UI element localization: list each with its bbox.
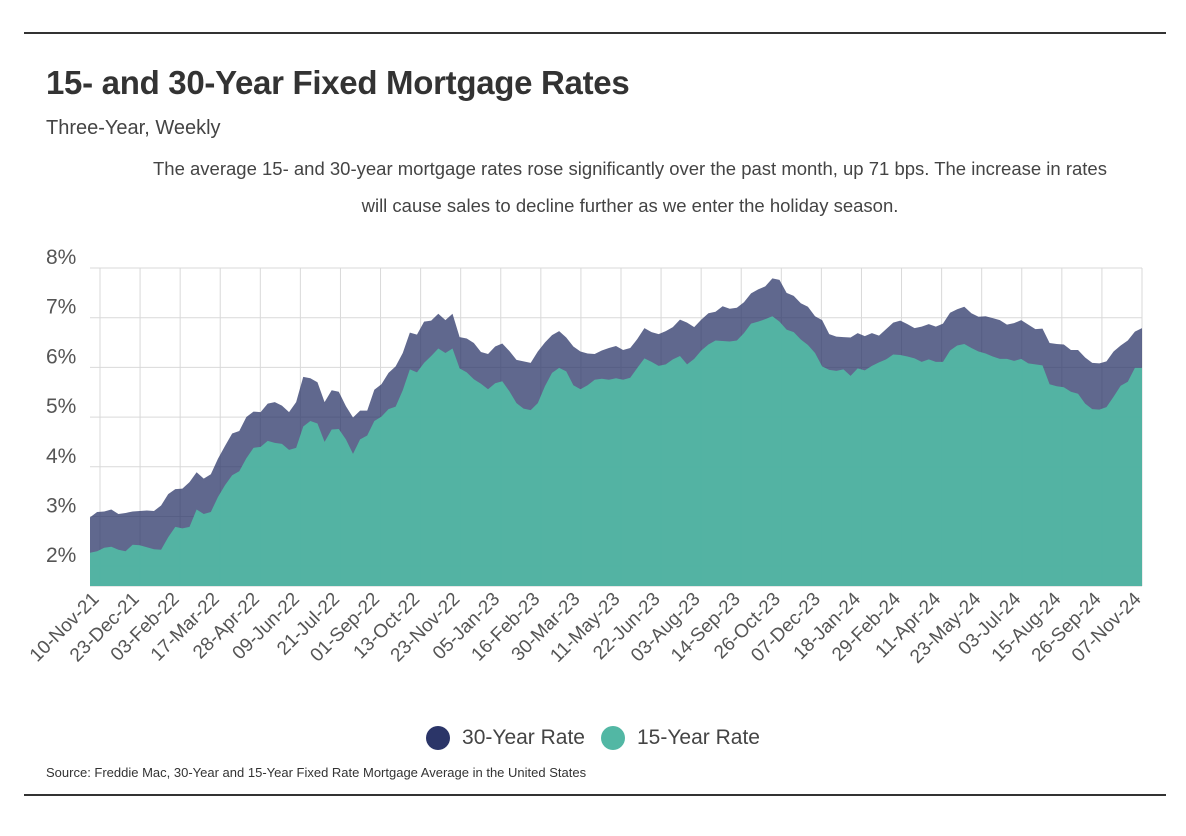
x-axis-ticks: 10-Nov-2123-Dec-2103-Feb-2217-Mar-2228-A… — [26, 588, 1146, 667]
legend-label-15-year: 15-Year Rate — [637, 726, 760, 749]
area-series — [90, 278, 1142, 586]
legend-item-30-year: 30-Year Rate — [426, 726, 585, 750]
legend-swatch-30-year — [426, 726, 451, 750]
chart-description: The average 15- and 30-year mortgage rat… — [153, 158, 1107, 216]
legend-swatch-15-year — [601, 726, 625, 750]
legend-label-30-year: 30-Year Rate — [462, 726, 585, 749]
legend: 30-Year Rate 15-Year Rate — [0, 726, 1186, 750]
y-tick-label: 7% — [46, 296, 76, 319]
y-tick-label: 4% — [46, 445, 76, 468]
legend-item-15-year: 15-Year Rate — [601, 726, 760, 750]
bottom-rule — [24, 794, 1166, 796]
mortgage-rate-chart: 2% 3% 4% 5% 6% 7% 8% 10-Nov-2123-Dec-2103-Feb-… — [26, 246, 1146, 668]
y-tick-label: 2% — [46, 544, 76, 567]
source-note: Source: Freddie Mac, 30-Year and 15-Year… — [46, 765, 587, 780]
y-tick-label: 6% — [46, 345, 76, 368]
y-tick-label: 5% — [46, 395, 76, 418]
y-tick-label: 8% — [46, 246, 76, 269]
chart-subtitle: Three-Year, Weekly — [46, 117, 221, 139]
y-axis-ticks: 2% 3% 4% 5% 6% 7% 8% — [46, 246, 76, 567]
y-tick-label: 3% — [46, 494, 76, 517]
area-15-year-rate — [90, 316, 1142, 586]
chart-title: 15- and 30-Year Fixed Mortgage Rates — [46, 64, 630, 101]
top-rule — [24, 32, 1166, 34]
